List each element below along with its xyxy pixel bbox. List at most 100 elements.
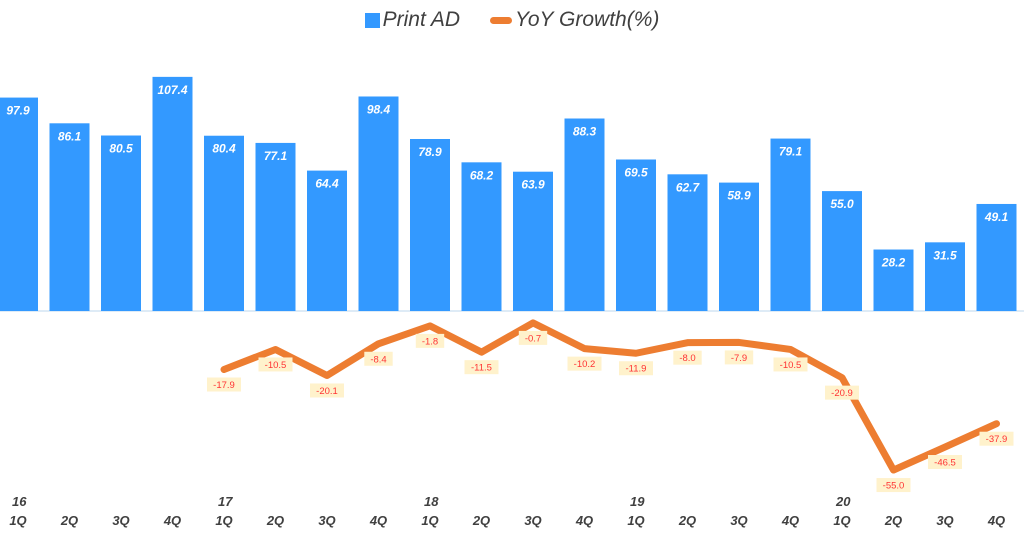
x-tick-year: 18: [424, 494, 439, 509]
bar: [925, 242, 965, 311]
bar-data-label: 49.1: [984, 210, 1009, 224]
bar-data-label: 107.4: [157, 83, 187, 97]
line-data-label: -8.4: [370, 354, 386, 365]
legend-item-print-ad[interactable]: Print AD: [364, 8, 461, 32]
bar: [513, 171, 553, 311]
line-label-box: [928, 455, 962, 470]
line-data-label: -17.9: [213, 380, 235, 391]
bar: [101, 135, 141, 311]
bar: [616, 159, 656, 311]
x-tick-label: 1Q: [627, 513, 644, 528]
bar: [358, 96, 399, 311]
bar-data-label: 86.1: [58, 129, 82, 143]
bar: [461, 162, 502, 311]
line-data-label: -55.0: [883, 481, 905, 492]
line-data-label: -0.7: [525, 333, 541, 344]
bar-data-label: 79.1: [779, 145, 803, 159]
bar-data-label: 62.7: [676, 180, 701, 194]
x-tick-label: 1Q: [9, 513, 26, 528]
line-label-box: [364, 351, 393, 366]
bar-data-label: 64.4: [315, 177, 339, 191]
line-label-box: [673, 350, 702, 365]
x-tick-label: 4Q: [575, 513, 593, 528]
bar-data-label: 55.0: [830, 197, 854, 211]
line-data-label: -11.9: [626, 364, 647, 375]
line-data-label: -37.9: [986, 434, 1008, 445]
x-tick-label: 4Q: [987, 513, 1005, 528]
x-tick-year: 16: [12, 494, 27, 509]
line-data-label: -20.9: [831, 388, 853, 399]
bar: [719, 182, 759, 311]
x-tick-label: 4Q: [369, 513, 387, 528]
bar: [152, 76, 193, 311]
line-label-box: [567, 356, 602, 371]
x-tick-label: 4Q: [163, 513, 181, 528]
x-tick-label: 2Q: [60, 513, 78, 528]
bar: [976, 203, 1017, 311]
legend: Print AD YoY Growth(%): [0, 8, 1024, 32]
bar: [770, 138, 811, 311]
bar-data-label: 80.4: [212, 142, 236, 156]
bar: [410, 138, 450, 311]
line-label-box: [876, 478, 911, 493]
bar-data-label: 69.5: [624, 165, 648, 179]
yoy-line: [220, 319, 1000, 474]
bar: [307, 170, 347, 311]
legend-swatch-line: [490, 16, 513, 24]
bar: [667, 174, 708, 311]
line-label-box: [724, 350, 754, 365]
bar: [49, 123, 90, 311]
line-label-box: [258, 357, 293, 372]
legend-label: YoY Growth(%): [515, 8, 660, 31]
line-data-label: -46.5: [934, 458, 956, 469]
line-data-label: -1.8: [422, 336, 438, 347]
x-tick-label: 3Q: [524, 513, 541, 528]
legend-swatch-bar: [364, 12, 380, 28]
line-label-box: [773, 357, 808, 372]
line-data-label: -10.5: [265, 360, 287, 371]
bar-data-label: 31.5: [933, 248, 957, 262]
x-tick-year: 20: [835, 494, 851, 509]
line-label-box: [464, 360, 499, 375]
line-label-box: [825, 385, 859, 400]
x-tick-label: 1Q: [421, 513, 438, 528]
x-tick-year: 17: [218, 494, 233, 509]
bar: [0, 97, 38, 311]
line-data-label: -7.9: [731, 353, 747, 364]
x-tick-label: 2Q: [678, 513, 696, 528]
bar-data-label: 28.2: [881, 256, 906, 270]
line-label-box: [415, 333, 445, 348]
x-tick-year: 19: [630, 494, 645, 509]
line-data-label: -10.5: [780, 360, 802, 371]
x-tick-label: 3Q: [936, 513, 953, 528]
x-tick-label: 3Q: [112, 513, 129, 528]
line-data-label: -10.2: [574, 359, 596, 370]
bar-data-label: 63.9: [521, 178, 545, 192]
bar: [255, 142, 296, 311]
bar: [564, 118, 605, 311]
bar-data-label: 88.3: [573, 125, 597, 139]
bar: [204, 135, 244, 311]
line-label-box: [310, 383, 344, 398]
line-data-label: -11.5: [471, 363, 492, 374]
line-label-box: [518, 330, 548, 345]
line-label-box: [979, 431, 1014, 446]
legend-item-yoy-growth[interactable]: YoY Growth(%): [490, 8, 659, 32]
legend-label: Print AD: [382, 8, 461, 31]
x-tick-label: 3Q: [318, 513, 335, 528]
bar-data-label: 58.9: [727, 189, 751, 203]
x-tick-label: 4Q: [781, 513, 799, 528]
x-tick-label: 1Q: [833, 513, 850, 528]
bar-data-label: 68.2: [470, 168, 494, 182]
line-data-label: -20.1: [316, 386, 338, 397]
x-tick-label: 2Q: [266, 513, 284, 528]
bar-data-label: 97.9: [6, 104, 30, 118]
x-tick-label: 2Q: [884, 513, 902, 528]
x-tick-label: 2Q: [472, 513, 490, 528]
x-tick-label: 3Q: [730, 513, 747, 528]
bar-data-label: 77.1: [264, 149, 288, 163]
bar: [873, 249, 914, 311]
line-data-label: -8.0: [679, 353, 695, 364]
bar-data-label: 78.9: [418, 145, 442, 159]
